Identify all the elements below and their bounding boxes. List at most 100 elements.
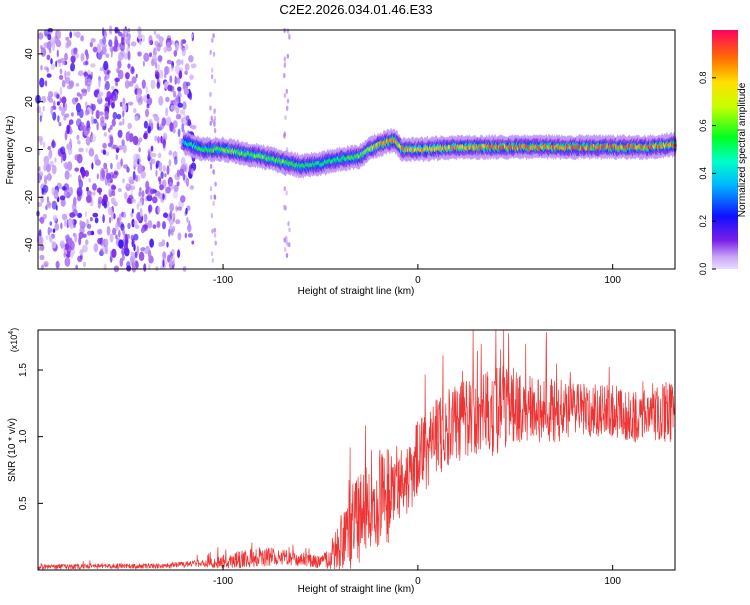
- y-tick-label: 0.5: [18, 496, 29, 510]
- noise-blob: [119, 101, 123, 107]
- noise-blob: [97, 228, 103, 235]
- noise-blob: [57, 59, 62, 64]
- noise-blob: [75, 102, 82, 113]
- streak-blob: [211, 258, 214, 263]
- noise-blob: [159, 69, 164, 79]
- noise-blob: [90, 147, 93, 157]
- noise-blob: [184, 43, 189, 51]
- noise-blob: [84, 49, 89, 56]
- noise-blob: [184, 70, 188, 75]
- noise-blob: [132, 252, 135, 261]
- noise-blob: [168, 159, 172, 167]
- spectrogram-x-axis-label: Height of straight line (km): [298, 286, 415, 297]
- noise-blob: [132, 135, 139, 146]
- noise-blob: [173, 50, 178, 57]
- noise-blob: [115, 154, 119, 161]
- noise-blob: [179, 168, 185, 176]
- noise-blob: [77, 70, 84, 77]
- noise-blob: [131, 208, 134, 214]
- noise-blob: [113, 213, 116, 220]
- noise-blob: [97, 237, 102, 245]
- noise-blob: [191, 124, 197, 130]
- noise-blob: [157, 63, 160, 73]
- y-tick-label: 1.0: [18, 429, 29, 443]
- noise-blob: [50, 106, 53, 116]
- noise-blob: [117, 129, 123, 138]
- noise-blob: [175, 205, 178, 212]
- noise-blob: [98, 79, 101, 88]
- noise-blob: [108, 127, 111, 133]
- noise-blob: [124, 191, 128, 200]
- noise-blob: [169, 203, 175, 212]
- streak-blob: [212, 51, 216, 57]
- noise-blob: [153, 116, 160, 122]
- noise-blob: [108, 188, 111, 195]
- noise-blob: [163, 192, 167, 201]
- noise-blob: [66, 39, 72, 47]
- noise-blob: [80, 35, 84, 42]
- noise-blob: [155, 73, 159, 80]
- noise-blob: [182, 101, 187, 110]
- noise-blob: [126, 166, 130, 173]
- streak-blob: [214, 240, 217, 246]
- noise-blob: [125, 131, 130, 142]
- noise-blob: [170, 64, 174, 72]
- noise-blob: [143, 120, 148, 129]
- noise-blob: [111, 118, 116, 127]
- noise-blob: [61, 96, 67, 104]
- noise-blob: [164, 72, 167, 79]
- noise-blob: [63, 115, 67, 121]
- noise-blob: [126, 197, 132, 204]
- noise-blob: [186, 216, 189, 223]
- noise-blob: [174, 172, 181, 181]
- noise-blob: [177, 102, 183, 108]
- noise-blob: [69, 212, 76, 218]
- noise-blob: [39, 77, 45, 88]
- noise-blob: [85, 239, 89, 246]
- noise-blob: [74, 167, 79, 172]
- noise-blob: [118, 213, 122, 222]
- noise-blob: [60, 153, 63, 164]
- noise-blob: [140, 227, 145, 234]
- noise-blob: [140, 95, 143, 105]
- noise-blob: [93, 243, 99, 253]
- noise-blob: [153, 47, 157, 58]
- noise-blob: [106, 69, 110, 75]
- noise-blob: [122, 229, 126, 236]
- noise-blob: [161, 117, 167, 127]
- noise-cloud: [35, 25, 292, 273]
- streak-blob: [213, 122, 216, 127]
- noise-blob: [51, 241, 57, 249]
- noise-blob: [146, 93, 150, 100]
- noise-blob: [104, 102, 110, 111]
- noise-blob: [140, 170, 146, 179]
- noise-blob: [50, 37, 56, 46]
- noise-blob: [141, 79, 146, 89]
- noise-blob: [45, 164, 51, 173]
- noise-blob: [121, 139, 125, 147]
- noise-blob: [66, 71, 71, 77]
- snr-area: [38, 330, 675, 570]
- noise-blob: [168, 150, 173, 156]
- noise-blob: [53, 189, 59, 200]
- noise-blob: [40, 65, 43, 71]
- streak-blob: [286, 53, 289, 59]
- noise-blob: [127, 101, 134, 106]
- noise-blob: [57, 115, 60, 123]
- noise-blob: [140, 247, 146, 252]
- noise-blob: [158, 95, 164, 106]
- noise-blob: [50, 63, 56, 71]
- streak-blob: [283, 186, 286, 192]
- noise-blob: [127, 222, 131, 230]
- noise-blob: [97, 93, 102, 100]
- streak-blob: [213, 227, 216, 233]
- noise-blob: [66, 124, 70, 135]
- noise-blob: [145, 85, 148, 95]
- noise-blob: [116, 113, 122, 120]
- noise-blob: [147, 249, 152, 259]
- noise-blob: [112, 94, 116, 103]
- noise-blob: [116, 161, 122, 170]
- noise-blob: [108, 216, 112, 224]
- noise-blob: [84, 101, 88, 109]
- streak-blob: [286, 28, 290, 34]
